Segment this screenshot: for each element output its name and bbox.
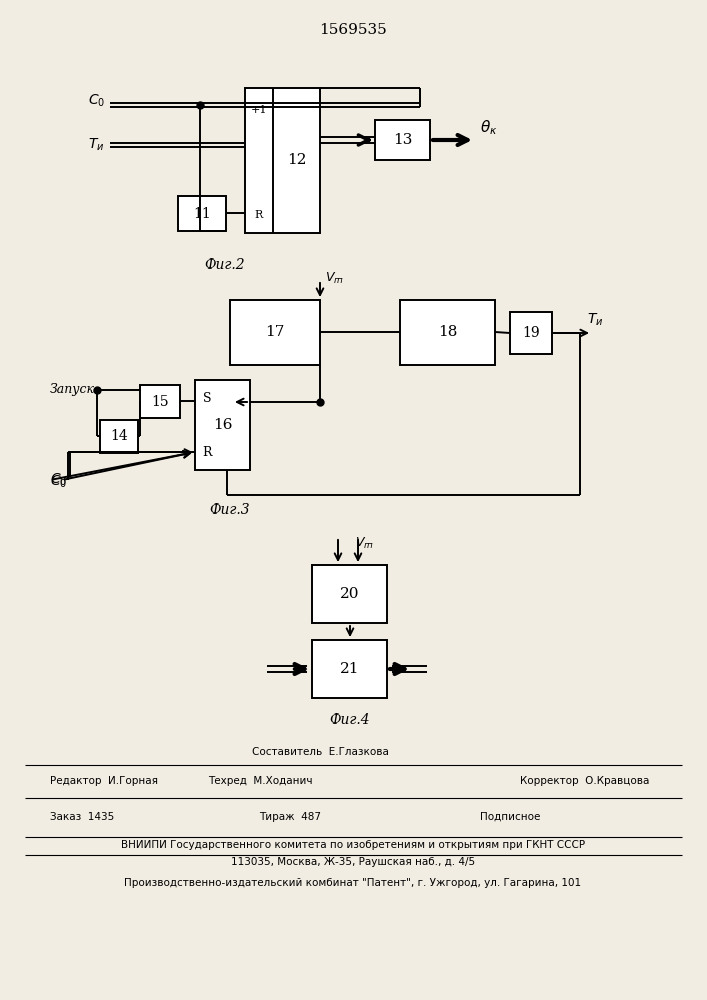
Text: ВНИИПИ Государственного комитета по изобретениям и открытиям при ГКНТ СССР: ВНИИПИ Государственного комитета по изоб… — [121, 840, 585, 850]
Bar — [312, 565, 387, 623]
Text: Тираж  487: Тираж 487 — [259, 812, 321, 822]
Text: Фиг.4: Фиг.4 — [329, 713, 370, 727]
Text: $C_0$: $C_0$ — [88, 93, 105, 109]
Bar — [245, 88, 320, 233]
Text: 14: 14 — [110, 430, 128, 444]
Bar — [178, 196, 226, 231]
Bar — [100, 420, 138, 453]
Text: $V_{г\!п}$: $V_{г\!п}$ — [355, 535, 374, 551]
Text: Фиг.3: Фиг.3 — [210, 503, 250, 517]
Text: 15: 15 — [151, 394, 169, 408]
Text: 21: 21 — [340, 662, 359, 676]
Bar — [140, 385, 180, 418]
Text: S: S — [203, 391, 211, 404]
Text: $C_0$: $C_0$ — [50, 472, 67, 488]
Text: R: R — [255, 210, 263, 220]
Bar — [230, 300, 320, 365]
Bar — [375, 120, 430, 160]
Text: Подписное: Подписное — [480, 812, 540, 822]
Text: Редактор  И.Горная: Редактор И.Горная — [50, 776, 158, 786]
Text: $C_0$: $C_0$ — [50, 474, 67, 490]
Text: 113035, Москва, Ж-35, Раушская наб., д. 4/5: 113035, Москва, Ж-35, Раушская наб., д. … — [231, 857, 475, 867]
Text: Запуск: Запуск — [50, 383, 95, 396]
Text: Фиг.2: Фиг.2 — [205, 258, 245, 272]
Bar — [400, 300, 495, 365]
Text: 16: 16 — [213, 418, 233, 432]
Text: $\theta_\kappa$: $\theta_\kappa$ — [480, 119, 498, 137]
Text: 13: 13 — [393, 133, 412, 147]
Text: +1: +1 — [251, 105, 267, 115]
Text: 18: 18 — [438, 326, 457, 340]
Text: 17: 17 — [265, 326, 285, 340]
Text: 1569535: 1569535 — [319, 23, 387, 37]
Bar — [510, 312, 552, 354]
Text: Заказ  1435: Заказ 1435 — [50, 812, 115, 822]
Text: $V_{г\!п}$: $V_{г\!п}$ — [325, 270, 344, 286]
Text: 20: 20 — [340, 587, 359, 601]
Text: Составитель  Е.Глазкова: Составитель Е.Глазкова — [252, 747, 388, 757]
Text: 19: 19 — [522, 326, 540, 340]
Bar — [312, 640, 387, 698]
Text: Корректор  О.Кравцова: Корректор О.Кравцова — [520, 776, 649, 786]
Text: 11: 11 — [193, 207, 211, 221]
Text: $T_и$: $T_и$ — [88, 137, 105, 153]
Bar — [195, 380, 250, 470]
Text: R: R — [202, 446, 212, 458]
Text: 12: 12 — [287, 153, 306, 167]
Text: Производственно-издательский комбинат "Патент", г. Ужгород, ул. Гагарина, 101: Производственно-издательский комбинат "П… — [124, 878, 582, 888]
Text: $T_и$: $T_и$ — [587, 312, 604, 328]
Text: Техред  М.Ходанич: Техред М.Ходанич — [208, 776, 312, 786]
